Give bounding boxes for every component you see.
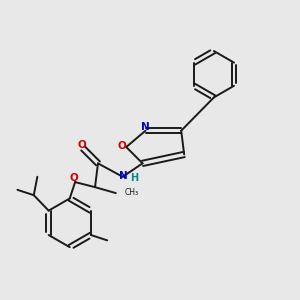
Text: H: H (130, 173, 138, 183)
Text: N: N (141, 122, 149, 132)
Text: O: O (77, 140, 86, 150)
Text: O: O (69, 172, 78, 183)
Text: CH₃: CH₃ (124, 188, 138, 197)
Text: N: N (119, 172, 128, 182)
Text: O: O (118, 141, 126, 152)
